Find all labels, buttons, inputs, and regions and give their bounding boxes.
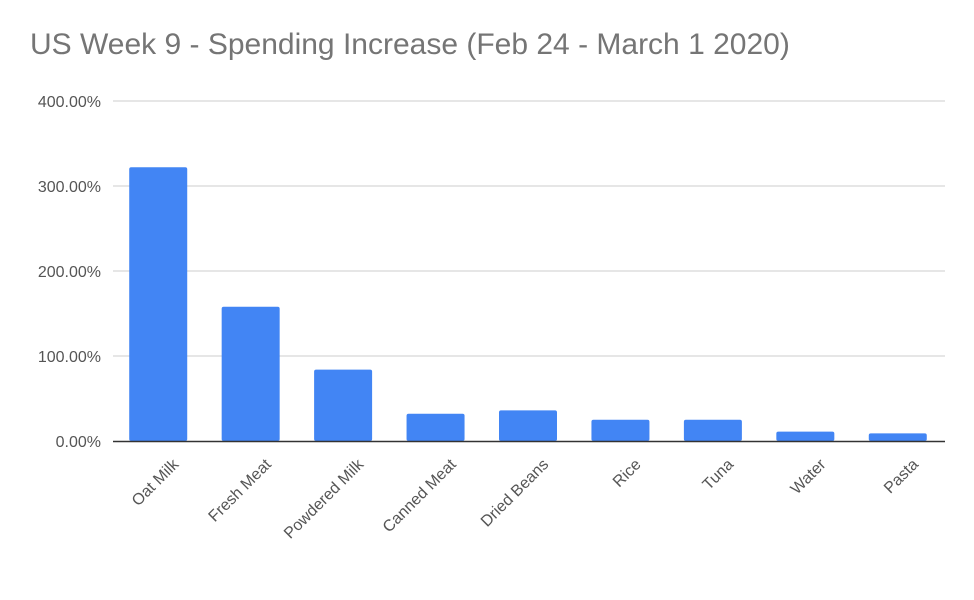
bar-canned-meat <box>406 413 465 441</box>
y-axis-tick-labels: 0.00% 100.00% 200.00% 300.00% 400.00% <box>38 94 101 451</box>
bar-water <box>776 431 835 441</box>
y-tick-label: 100.00% <box>38 349 101 366</box>
bar-pasta <box>868 433 927 441</box>
bar-dried-beans <box>499 410 557 441</box>
x-category-label: Rice <box>610 456 645 491</box>
bars <box>129 167 927 442</box>
y-tick-label: 400.00% <box>38 94 101 111</box>
x-category-label: Fresh Meat <box>206 456 276 526</box>
x-category-label: Pasta <box>881 456 922 497</box>
bar-oat-milk <box>129 167 188 442</box>
x-category-label: Water <box>788 456 830 498</box>
bar-powdered-milk <box>314 369 373 441</box>
bar-tuna <box>683 419 742 441</box>
x-category-label: Powdered Milk <box>281 455 368 542</box>
x-category-label: Dried Beans <box>478 456 552 530</box>
x-category-label: Tuna <box>700 456 737 493</box>
x-category-label: Oat Milk <box>129 455 183 509</box>
x-category-label: Canned Meat <box>380 456 460 536</box>
y-tick-label: 200.00% <box>38 264 101 281</box>
bar-fresh-meat <box>221 306 280 441</box>
chart-title: US Week 9 - Spending Increase (Feb 24 - … <box>30 28 790 61</box>
y-tick-label: 300.00% <box>38 179 101 196</box>
bar-rice <box>591 419 650 441</box>
y-tick-label: 0.00% <box>56 434 101 451</box>
x-axis-category-labels: Oat Milk Fresh Meat Powdered Milk Canned Me… <box>129 455 922 542</box>
